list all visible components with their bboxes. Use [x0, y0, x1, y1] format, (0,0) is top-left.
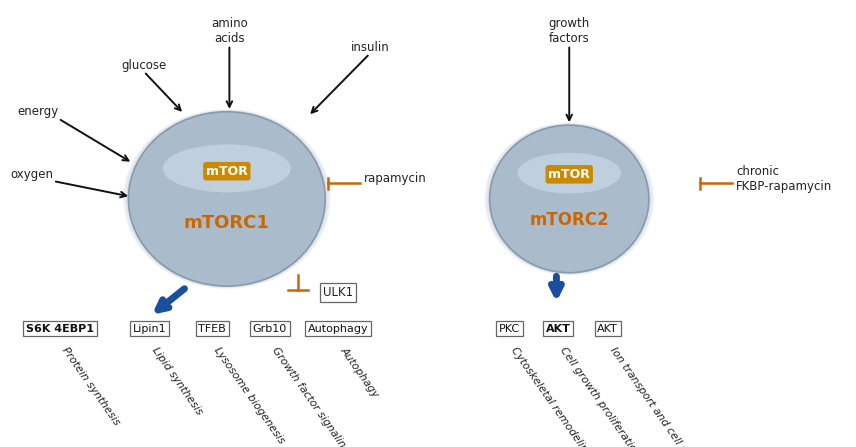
- Ellipse shape: [490, 125, 649, 273]
- Text: Lipid synthesis: Lipid synthesis: [150, 345, 204, 417]
- Text: Grb10: Grb10: [253, 324, 287, 333]
- Text: TFEB: TFEB: [199, 324, 226, 333]
- Text: S6K 4EBP1: S6K 4EBP1: [26, 324, 94, 333]
- Text: AKT: AKT: [545, 324, 571, 333]
- Ellipse shape: [484, 122, 654, 275]
- Text: PKC: PKC: [499, 324, 520, 333]
- Text: growth
factors: growth factors: [549, 17, 590, 45]
- Ellipse shape: [127, 111, 327, 287]
- Text: rapamycin: rapamycin: [364, 172, 426, 186]
- Text: Autophagy: Autophagy: [338, 345, 380, 399]
- Ellipse shape: [163, 144, 291, 192]
- Text: mTOR: mTOR: [549, 168, 590, 181]
- Ellipse shape: [518, 153, 621, 194]
- Ellipse shape: [128, 112, 325, 286]
- Text: Autophagy: Autophagy: [308, 324, 368, 333]
- Text: chronic
FKBP-rapamycin: chronic FKBP-rapamycin: [736, 165, 832, 193]
- Text: Ion transport and cell survival: Ion transport and cell survival: [608, 345, 709, 447]
- Text: Cell growth proliferation: Cell growth proliferation: [558, 345, 642, 447]
- Text: insulin: insulin: [350, 41, 389, 54]
- Text: AKT: AKT: [597, 324, 618, 333]
- Text: glucose: glucose: [122, 59, 166, 72]
- Text: mTOR: mTOR: [206, 164, 247, 178]
- Text: mTORC2: mTORC2: [529, 211, 609, 229]
- Text: oxygen: oxygen: [10, 168, 53, 181]
- Text: Lysosome biogenesis: Lysosome biogenesis: [212, 345, 287, 445]
- Ellipse shape: [123, 109, 330, 289]
- Ellipse shape: [488, 124, 651, 274]
- Text: ULK1: ULK1: [323, 286, 354, 299]
- Text: Cytoskeletal remodeling: Cytoskeletal remodeling: [509, 345, 593, 447]
- Text: amino
acids: amino acids: [211, 17, 247, 45]
- Text: Lipin1: Lipin1: [133, 324, 167, 333]
- Text: mTORC1: mTORC1: [184, 215, 270, 232]
- Ellipse shape: [486, 123, 652, 274]
- Ellipse shape: [125, 110, 329, 288]
- Text: Protein synthesis: Protein synthesis: [60, 345, 122, 427]
- Text: Growth factor signaling: Growth factor signaling: [270, 345, 351, 447]
- Text: energy: energy: [17, 105, 58, 118]
